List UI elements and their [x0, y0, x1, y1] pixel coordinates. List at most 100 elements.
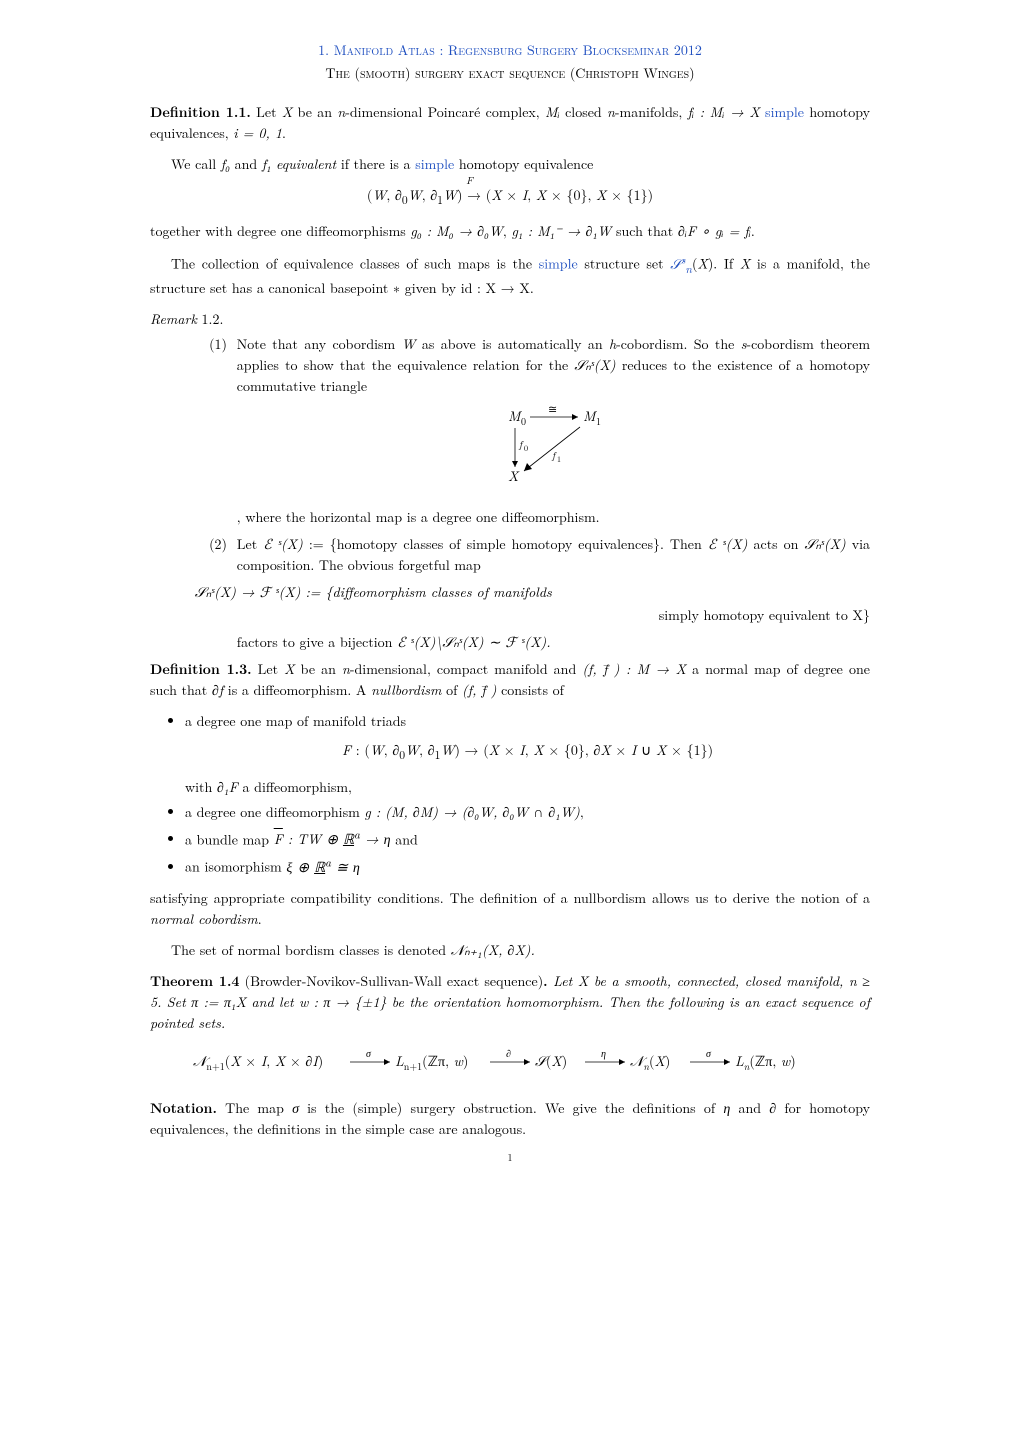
m: 𝒮ₙˢ(X): [574, 355, 615, 375]
thm-1.4-label: Theorem 1.4: [150, 971, 239, 991]
svg-text:𝒮(X): 𝒮(X): [535, 1051, 567, 1071]
t: a degree one diffeomorphism: [185, 802, 364, 822]
notation-label: Notation.: [150, 1098, 217, 1118]
def-1.1-para3: together with degree one diffeomorphisms…: [150, 221, 870, 242]
t: homotopy equivalence: [454, 154, 593, 174]
display-eq-3: F : (W, ∂0W, ∂1W) → (X × I, X × {0}, ∂X …: [185, 740, 870, 764]
commutative-diagram: M0 M1 X ≅ f0 f1: [237, 403, 870, 499]
t: be an: [292, 102, 337, 122]
t: . If: [713, 254, 740, 274]
section-header: 1. Manifold Atlas : Regensburg Surgery B…: [150, 40, 870, 84]
t: Note that any cobordism: [237, 334, 402, 354]
t: acts on: [747, 534, 804, 554]
svg-text:𝒩n(X): 𝒩n(X): [630, 1051, 670, 1073]
m: i = 0, 1: [233, 123, 282, 143]
def-1.1-para2: We call f₀ and f₁ equivalent if there is…: [150, 154, 870, 175]
def-1.3-list: a degree one map of manifold triads F : …: [150, 711, 870, 878]
t: is the (simple) surgery obstruction. We …: [299, 1098, 723, 1118]
m: ℰ ˢ(X): [708, 534, 748, 554]
remark-1.2: Remark 1.2. (1) Note that any cobordism …: [150, 309, 870, 653]
def-1.3-para: Definition 1.3. Let X be an n-dimensiona…: [150, 659, 870, 701]
m: ∂f: [212, 680, 223, 700]
m: 𝒮ₙˢ(X) → ℱ ˢ(X) := {diffeomorphism class…: [195, 582, 552, 602]
def-1.3-after1: satisfying appropriate compatibility con…: [150, 888, 870, 930]
t: such that: [611, 221, 678, 241]
t: a bundle map: [185, 829, 274, 849]
section-subtitle: The (smooth) surgery exact sequence (Chr…: [150, 63, 870, 84]
t: ,: [580, 802, 584, 822]
m: fᵢ : Mᵢ → X: [688, 102, 760, 122]
link-seminar[interactable]: Regensburg Surgery Blockseminar 2012: [448, 40, 702, 60]
svg-text:X: X: [508, 466, 520, 486]
m: 𝒩ₙ₊₁(X, ∂X).: [451, 940, 535, 960]
t: :=: [303, 534, 330, 554]
t: and: [391, 829, 418, 849]
t: an isomorphism: [185, 857, 286, 877]
m: ξ ⊕ ℝa ≅ η: [286, 857, 360, 877]
t: of: [441, 680, 462, 700]
t: -dimensional, compact manifold and: [350, 659, 582, 679]
m: (f, f̄ ) : M → X: [582, 659, 686, 679]
def-1.1-para1: Definition 1.1. Let X be an n-dimensiona…: [150, 102, 870, 144]
svg-text:1: 1: [596, 414, 601, 428]
t: -dimensional Poincaré complex,: [345, 102, 545, 122]
t: be an: [295, 659, 342, 679]
m: g₁ : M₁⁻ → ∂₁W: [511, 221, 611, 241]
m: X: [282, 102, 292, 122]
page-number: 1: [150, 1150, 870, 1165]
term-normal-cobordism: normal cobordism: [150, 909, 258, 929]
remark-label: Remark: [150, 309, 197, 329]
link-simple[interactable]: simple: [539, 254, 578, 274]
t: .: [751, 221, 755, 241]
svg-text:η: η: [601, 1046, 606, 1060]
t: closed: [560, 102, 607, 122]
list-item: a degree one diffeomorphism g : (M, ∂M) …: [185, 802, 870, 823]
list-item: a bundle map F : TW ⊕ ℝa → η and: [185, 827, 870, 851]
t: -cobordism. So the: [616, 334, 741, 354]
display-eq-2b: simply homotopy equivalent to X}: [237, 605, 870, 626]
t: We call: [171, 154, 221, 174]
section-num: 1.: [318, 40, 329, 60]
t: and: [230, 154, 262, 174]
m: ℰ ˢ(X)\𝒮ₙˢ(X) ∼ ℱ ˢ(X).: [397, 632, 550, 652]
link-simple[interactable]: simple: [760, 102, 804, 122]
t: , where the horizontal map is a degree o…: [237, 507, 600, 527]
svg-text:Ln(ℤπ, w): Ln(ℤπ, w): [735, 1051, 796, 1073]
m: W: [402, 334, 416, 354]
svg-text:0: 0: [521, 414, 526, 428]
notation-para: Notation. The map σ is the (simple) surg…: [150, 1098, 870, 1140]
t: structure set: [578, 254, 671, 274]
thm-1.4-para: Theorem 1.4 (Browder-Novikov-Sullivan-Wa…: [150, 971, 870, 1034]
t: as above is automatically an: [416, 334, 609, 354]
link-structure-set[interactable]: 𝒮sn: [670, 254, 692, 274]
svg-text:0: 0: [524, 443, 528, 454]
m: f₁: [262, 154, 271, 174]
link-atlas[interactable]: Manifold Atlas: [334, 40, 435, 60]
link-simple[interactable]: simple: [415, 154, 454, 174]
term-nullbordism: nullbordism: [371, 680, 441, 700]
svg-text:𝒩n+1(X × I, X × ∂I): 𝒩n+1(X × I, X × ∂I): [193, 1051, 323, 1073]
m: g₀ : M₀ → ∂₀W: [410, 221, 502, 241]
remark-num: 1.2.: [197, 309, 223, 329]
m: X: [284, 659, 294, 679]
display-eq-1: (W, ∂0W, ∂1W) →F (X × I, X × {0}, X × {1…: [150, 185, 870, 209]
m: σ: [292, 1098, 299, 1118]
list-item: an isomorphism ξ ⊕ ℝa ≅ η: [185, 854, 870, 878]
t: The set of normal bordism classes is den…: [171, 940, 451, 960]
svg-text:σ: σ: [366, 1046, 372, 1060]
t: Let: [251, 102, 282, 122]
m: (f, f̄ ): [462, 680, 496, 700]
t: satisfying appropriate compatibility con…: [150, 888, 870, 908]
t: consists of: [496, 680, 564, 700]
def-1.3-label: Definition 1.3.: [150, 659, 252, 679]
def-1.1-label: Definition 1.1.: [150, 102, 251, 122]
m: ℰ ˢ(X): [263, 534, 303, 554]
m: f₀: [221, 154, 230, 174]
svg-text:Ln+1(ℤπ, w): Ln+1(ℤπ, w): [395, 1051, 468, 1073]
m: X: [697, 254, 707, 274]
m: Mᵢ: [545, 102, 560, 122]
svg-text:1: 1: [557, 454, 561, 465]
section-title-line: 1. Manifold Atlas : Regensburg Surgery B…: [150, 40, 870, 61]
t: and: [730, 1098, 769, 1118]
m: g : (M, ∂M) → (∂₀W, ∂₀W ∩ ∂₁W): [364, 802, 579, 822]
